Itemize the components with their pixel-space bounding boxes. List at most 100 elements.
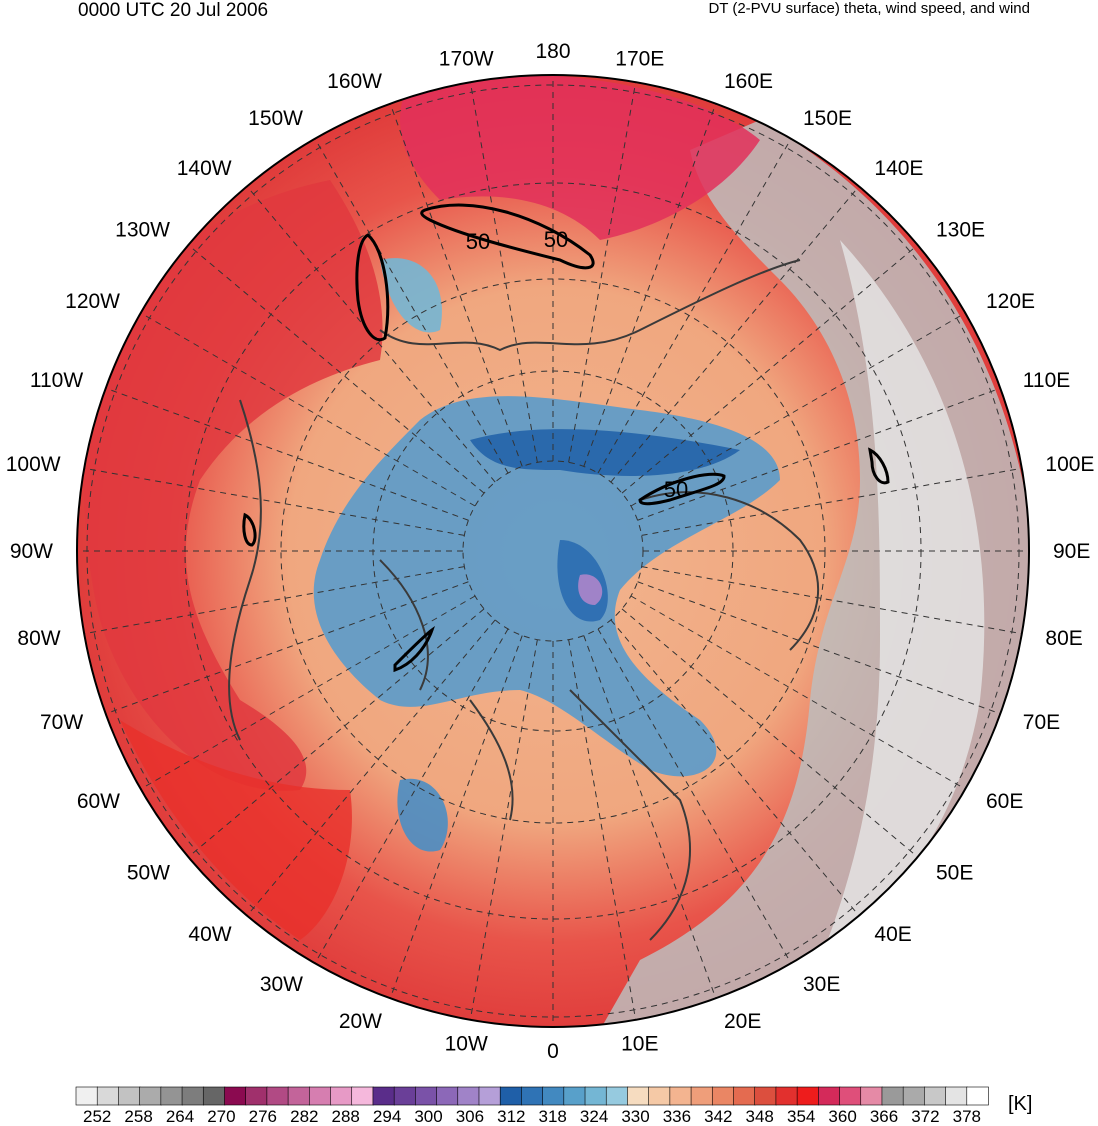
colorbar-tick-label: 336 [663,1107,691,1126]
colorbar-swatch [945,1086,968,1106]
longitude-line [105,581,469,715]
longitude-label: 10W [445,1032,488,1055]
colorbar-swatch [924,1086,947,1106]
longitude-line [246,186,496,483]
coast-greenland-west [379,559,429,691]
coast-north-america [228,399,262,741]
wind-speed-contours [242,203,890,673]
colorbar-swatch [436,1086,459,1106]
valid-time-label: 0000 UTC 20 Jul 2006 [78,0,269,21]
longitude-label: 90W [10,540,53,563]
colorbar-swatch [478,1086,501,1106]
longitude-line [610,186,860,483]
longitude-line [105,387,469,521]
colorbar-swatch [75,1086,99,1106]
longitude-label: 40E [874,923,911,946]
colorbar-swatch [308,1086,332,1106]
colorbar-tick-label: 270 [207,1107,235,1126]
longitude-label: 20E [724,1010,761,1033]
colorbar-swatch [860,1086,883,1106]
longitude-label: 160W [327,70,382,93]
contour-label-3: 50 [664,477,688,502]
contour-label-1: 50 [466,229,490,254]
longitude-line [621,608,918,858]
colorbar-swatch [96,1086,120,1106]
colorbar-swatch [648,1086,671,1106]
colorbar-tick-label: 276 [249,1107,277,1126]
cold-pocket-atlantic [397,778,448,852]
longitude-label: 100W [6,453,61,476]
colorbar-tick-label: 366 [870,1107,898,1126]
colorbar-swatch [839,1086,862,1106]
longitude-label: 80E [1045,627,1082,650]
longitude-label: 60E [986,790,1023,813]
field-title-label: DT (2-PVU surface) theta, wind speed, an… [708,0,1030,17]
longitude-label: 0 [547,1040,559,1063]
longitude-label: 10E [621,1032,658,1055]
longitude-label: 170E [615,48,664,71]
colorbar-swatch [415,1086,438,1106]
longitude-line [314,138,509,474]
longitude-line [583,635,717,999]
colorbar-swatch [881,1086,904,1106]
wind-contour-2 [355,233,390,342]
colorbar-tick-label: 360 [828,1107,856,1126]
longitude-label: 40W [188,923,231,946]
longitude-label: 150E [803,107,852,130]
longitude-line [610,619,860,916]
colorbar-tick-label: 318 [539,1107,567,1126]
colorbar-swatch [733,1086,756,1106]
longitude-line [246,619,496,916]
colorbar-swatch [754,1086,777,1106]
longitude-line [597,138,792,474]
colorbar-tick-label: 252 [83,1107,111,1126]
colorbar-tick-label: 282 [290,1107,318,1126]
colorbar-tick-label: 330 [621,1107,649,1126]
longitude-line [630,312,966,507]
coldest-pocket [578,574,603,605]
longitude-line [597,628,792,964]
colorbar-tick-label: 372 [911,1107,939,1126]
longitude-line [637,387,1001,521]
colorbar-tick-label: 288 [332,1107,360,1126]
polar-vortex-core [470,429,740,476]
longitude-label: 180 [535,40,570,63]
colorbar-swatch [181,1086,205,1106]
colorbar-swatch [690,1086,714,1106]
colorbar-swatch [669,1086,692,1106]
longitude-label: 150W [248,107,303,130]
colorbar-tick-label: 378 [953,1107,981,1126]
longitude-label: 80W [17,627,60,650]
longitude-label: 60W [77,790,120,813]
longitude-label: 130W [115,219,170,242]
colorbar-tick-label: 354 [787,1107,815,1126]
longitude-label: 160E [724,70,773,93]
coast-greenland-east [469,699,514,821]
longitude-label: 140E [874,157,923,180]
colorbar-swatch [584,1086,608,1106]
map-outline [76,74,1030,1028]
longitude-line [583,103,717,467]
coast-siberia-arctic [379,259,801,352]
contour-label-2: 50 [544,227,568,252]
polar-vortex-region [313,396,780,777]
colorbar-swatch [372,1086,395,1106]
colorbar-swatch [627,1086,650,1106]
colorbar-swatch [393,1086,417,1106]
high-theta-region-southwest [120,720,352,940]
longitude-label: 50W [127,861,170,884]
longitude-line [84,467,465,536]
colorbar-tick-label: 312 [497,1107,525,1126]
colorbar-swatch [287,1086,311,1106]
longitude-line [140,312,476,507]
longitude-line [630,595,966,790]
coast-scandinavia-europe [569,689,691,941]
colorbar-tick-label: 342 [704,1107,732,1126]
longitude-label: 120E [986,290,1035,313]
longitude-label: 30W [260,973,303,996]
colorbar-swatch [266,1086,289,1106]
colorbar-swatch [139,1086,162,1106]
longitude-label: 110W [30,369,83,392]
longitude-label: 50E [936,861,973,884]
